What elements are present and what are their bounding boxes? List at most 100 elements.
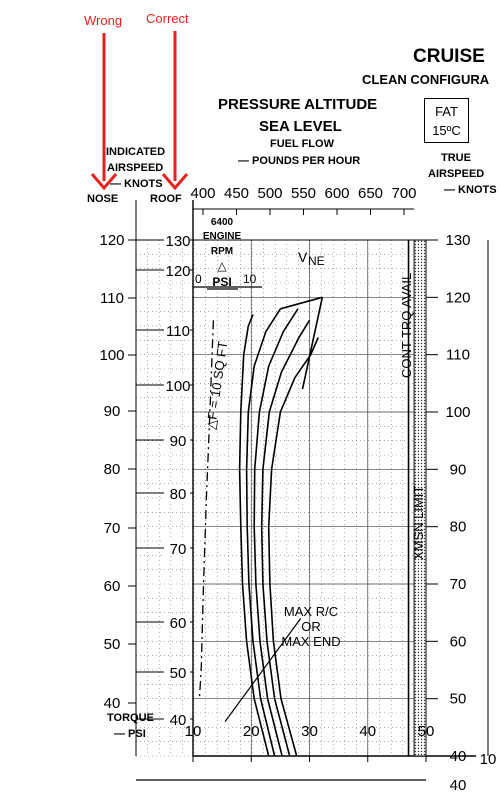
roof-tick-label: 80 [170,486,187,503]
true-airspeed-tick-label: 90 [450,461,467,478]
fuel-flow-line-2: — POUNDS PER HOUR [238,155,361,167]
true-airspeed-tick-label: 120 [445,289,470,306]
vne-line [301,297,324,390]
true-airspeed-line-3: — KNOTS [444,184,497,196]
nose-tick-label: 90 [104,403,121,420]
fat-box: FAT 15ºC [424,98,469,143]
roof-tick-label: 60 [170,615,187,632]
correct-arrow-head [161,173,189,191]
fuel-flow-curve-2 [245,308,282,757]
nose-tick-label: 60 [104,578,121,595]
true-airspeed-tick-label: 40 [450,748,467,765]
fuel-flow-tick-label: 550 [291,185,316,202]
roof-tick-label: 130 [165,233,190,250]
fuel-flow-tick-label: 650 [358,185,383,202]
engine-rpm-line-1: 6400 [211,217,234,228]
cont-trq-label: CONT TRQ AVAIL [399,273,414,378]
fuel-flow-curve-5 [267,337,319,757]
true-airspeed-tick-label: 70 [450,576,467,593]
roof-tick-bg [164,484,190,501]
nose-label: NOSE [87,193,119,205]
delta-symbol: △ [217,259,227,273]
roof-tick-bg [164,613,190,630]
roof-tick-bg [164,710,190,727]
torque-line-1: TORQUE [107,712,154,724]
correct-label: Correct [146,11,189,26]
xmsn-limit-band [413,239,427,757]
altitude-line-2: SEA LEVEL [259,118,342,135]
torque-tick-label: 30 [301,723,318,740]
xmsn-limit-label: XMSN LIMIT [411,486,426,560]
torque-tick-label: 10 [185,723,202,740]
roof-tick-label: 40 [170,712,187,729]
fuel-flow-line-1: FUEL FLOW [270,138,334,150]
chart-subtitle: CLEAN CONFIGURA [362,72,490,87]
delta-psi-label: PSI [212,275,231,289]
fuel-flow-tick-label: 450 [224,185,249,202]
nose-tick-label: 40 [104,695,121,712]
torque-line-2: — PSI [114,728,146,740]
max-rc-line-3: MAX END [281,634,340,649]
true-airspeed-tick-label: 110 [446,347,470,364]
fuel-flow-curve-4 [260,319,311,757]
roof-tick-bg [164,231,190,248]
roof-tick-label: 110 [166,323,190,340]
roof-tick-label: 70 [170,541,187,558]
altitude-line-1: PRESSURE ALTITUDE [218,96,378,113]
roof-tick-bg [164,261,190,278]
roof-tick-bg [164,431,190,448]
axes [90,31,489,781]
wrong-arrow-head [90,173,118,191]
true-airspeed-tick-label: 100 [445,404,470,421]
fuel-flow-tick-label: 600 [324,185,349,202]
roof-tick-label: 100 [165,378,190,395]
roof-tick-bg [164,539,190,556]
roof-tick-bg [164,376,190,393]
nose-tick-label: 70 [104,520,121,537]
true-airspeed-tick-label: 130 [445,232,470,249]
nose-tick-label: 80 [104,461,121,478]
torque-tick-label: 40 [359,723,376,740]
indicated-line-2: AIRSPEED [107,162,164,174]
bottom-right-tick-label: 40 [450,777,467,794]
fuel-flow-curve-3 [253,308,299,757]
true-airspeed-tick-label: 80 [450,519,467,536]
max-rc-line [224,618,302,722]
roof-tick-bg [164,663,190,680]
delta-zero-label: 0 [195,272,202,286]
right-partial-tick-label: 10 [480,751,497,768]
chart-title: CRUISE [413,46,485,67]
torque-tick-label: 50 [418,723,435,740]
vne-subscript: NE [308,254,325,268]
delta-f-label: △F = 10 SQ FT [203,340,230,430]
vne-label: V [298,249,308,265]
roof-tick-label: 120 [165,263,190,280]
indicated-line-3: — KNOTS [110,178,163,190]
max-rc-line-2: OR [301,619,321,634]
fuel-flow-curve-1 [238,314,270,757]
fat-value: 15ºC [432,123,461,138]
fuel-flow-tick-label: 500 [257,185,282,202]
nose-tick-label: 100 [99,347,124,364]
vne-top-connector [280,296,323,310]
roof-tick-label: 90 [170,433,187,450]
fuel-flow-tick-label: 400 [190,185,215,202]
delta-f-line [198,320,215,699]
fat-label: FAT [435,104,458,119]
engine-rpm-line-3: RPM [211,246,233,257]
series-group [198,296,324,757]
true-airspeed-tick-label: 50 [450,691,467,708]
nose-tick-label: 110 [100,290,124,307]
nose-tick-label: 50 [104,636,121,653]
true-airspeed-tick-label: 60 [450,633,467,650]
roof-tick-bg [164,321,190,338]
engine-rpm-line-2: ENGINE [203,231,242,242]
indicated-line-1: INDICATED [106,146,166,158]
roof-label: ROOF [150,193,182,205]
roof-tick-label: 50 [170,665,187,682]
delta-ten-label: 10 [243,272,257,286]
max-rc-line-1: MAX R/C [284,604,338,619]
nose-tick-label: 120 [99,232,124,249]
torque-tick-label: 20 [243,723,260,740]
